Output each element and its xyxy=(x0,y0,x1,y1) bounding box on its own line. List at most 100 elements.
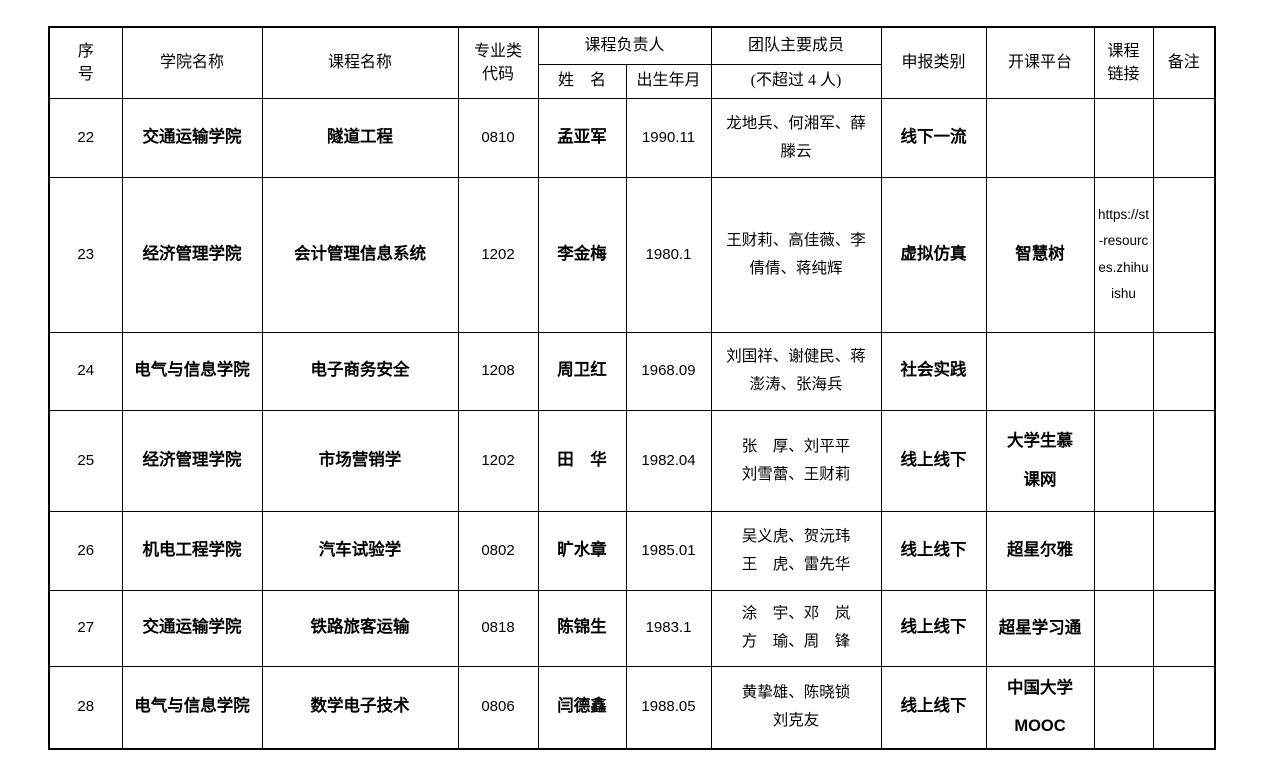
cell-course: 电子商务安全 xyxy=(261,331,459,411)
cell-leader-name: 旷水章 xyxy=(537,510,627,591)
cell-major-code: 0806 xyxy=(457,665,539,750)
cell-team-members: 龙地兵、何湘军、薛 滕云 xyxy=(710,97,882,178)
header-platform: 开课平台 xyxy=(985,26,1095,99)
cell-team-members: 张 厚、刘平平 刘雪蕾、王财莉 xyxy=(710,409,882,512)
cell-remark xyxy=(1152,176,1216,333)
table-row: 24 电气与信息学院 电子商务安全 1208 周卫红 1968.09 刘国祥、谢… xyxy=(48,331,1216,411)
cell-leader-name: 孟亚军 xyxy=(537,97,627,178)
cell-seq: 27 xyxy=(48,589,123,667)
cell-remark xyxy=(1152,589,1216,667)
cell-platform: 超星学习通 xyxy=(985,589,1095,667)
header-college: 学院名称 xyxy=(121,26,263,99)
cell-course-link xyxy=(1093,510,1154,591)
cell-leader-name: 田 华 xyxy=(537,409,627,512)
cell-course: 会计管理信息系统 xyxy=(261,176,459,333)
cell-seq: 23 xyxy=(48,176,123,333)
header-leader-name: 姓 名 xyxy=(537,63,627,99)
table-row: 23 经济管理学院 会计管理信息系统 1202 李金梅 1980.1 王财莉、高… xyxy=(48,176,1216,333)
cell-leader-name: 周卫红 xyxy=(537,331,627,411)
cell-major-code: 0802 xyxy=(457,510,539,591)
cell-remark xyxy=(1152,409,1216,512)
header-course: 课程名称 xyxy=(261,26,459,99)
cell-course: 数学电子技术 xyxy=(261,665,459,750)
header-row-top: 序 号 学院名称 课程名称 专业类 代码 课程负责人 团队主要成员 申报类别 开… xyxy=(48,26,1216,99)
cell-platform: 超星尔雅 xyxy=(985,510,1095,591)
cell-college: 电气与信息学院 xyxy=(121,665,263,750)
cell-major-code: 1208 xyxy=(457,331,539,411)
cell-course-link: https://st-resources.zhihuishu xyxy=(1093,176,1154,333)
cell-team-members: 涂 宇、邓 岚 方 瑜、周 锋 xyxy=(710,589,882,667)
cell-course-link xyxy=(1093,665,1154,750)
cell-seq: 25 xyxy=(48,409,123,512)
cell-course-link xyxy=(1093,97,1154,178)
cell-course: 市场营销学 xyxy=(261,409,459,512)
cell-college: 经济管理学院 xyxy=(121,176,263,333)
table-row: 28 电气与信息学院 数学电子技术 0806 闫德鑫 1988.05 黄挚雄、陈… xyxy=(48,665,1216,750)
header-course-leader: 课程负责人 xyxy=(537,26,712,65)
cell-category: 线上线下 xyxy=(880,589,987,667)
cell-college: 电气与信息学院 xyxy=(121,331,263,411)
cell-course-link xyxy=(1093,331,1154,411)
cell-college: 经济管理学院 xyxy=(121,409,263,512)
cell-leader-birth: 1980.1 xyxy=(625,176,712,333)
cell-category: 社会实践 xyxy=(880,331,987,411)
cell-team-members: 刘国祥、谢健民、蒋 澎涛、张海兵 xyxy=(710,331,882,411)
header-seq: 序 号 xyxy=(48,26,123,99)
cell-leader-birth: 1988.05 xyxy=(625,665,712,750)
cell-category: 线上线下 xyxy=(880,665,987,750)
cell-team-members: 吴义虎、贺沅玮 王 虎、雷先华 xyxy=(710,510,882,591)
cell-category: 线上线下 xyxy=(880,409,987,512)
document-page: 序 号 学院名称 课程名称 专业类 代码 课程负责人 团队主要成员 申报类别 开… xyxy=(48,26,1217,751)
header-category: 申报类别 xyxy=(880,26,987,99)
header-team-note: (不超过 4 人) xyxy=(710,63,882,99)
cell-leader-name: 陈锦生 xyxy=(537,589,627,667)
table-row: 26 机电工程学院 汽车试验学 0802 旷水章 1985.01 吴义虎、贺沅玮… xyxy=(48,510,1216,591)
cell-category: 线下一流 xyxy=(880,97,987,178)
cell-course: 汽车试验学 xyxy=(261,510,459,591)
cell-college: 交通运输学院 xyxy=(121,589,263,667)
cell-remark xyxy=(1152,97,1216,178)
cell-course-link xyxy=(1093,409,1154,512)
header-major-code: 专业类 代码 xyxy=(457,26,539,99)
cell-leader-name: 闫德鑫 xyxy=(537,665,627,750)
cell-platform xyxy=(985,97,1095,178)
header-team-title: 团队主要成员 xyxy=(710,26,882,65)
cell-team-members: 王财莉、高佳薇、李 倩倩、蒋纯辉 xyxy=(710,176,882,333)
cell-leader-birth: 1990.11 xyxy=(625,97,712,178)
cell-platform: 智慧树 xyxy=(985,176,1095,333)
cell-major-code: 1202 xyxy=(457,409,539,512)
cell-course: 铁路旅客运输 xyxy=(261,589,459,667)
cell-remark xyxy=(1152,331,1216,411)
cell-platform: 大学生慕 课网 xyxy=(985,409,1095,512)
cell-course-link xyxy=(1093,589,1154,667)
cell-seq: 22 xyxy=(48,97,123,178)
cell-seq: 26 xyxy=(48,510,123,591)
cell-platform: 中国大学 MOOC xyxy=(985,665,1095,750)
cell-leader-birth: 1968.09 xyxy=(625,331,712,411)
cell-leader-birth: 1983.1 xyxy=(625,589,712,667)
cell-category: 虚拟仿真 xyxy=(880,176,987,333)
header-remark: 备注 xyxy=(1152,26,1216,99)
cell-college: 交通运输学院 xyxy=(121,97,263,178)
header-row-sub: 姓 名 出生年月 (不超过 4 人) xyxy=(49,63,1215,99)
cell-leader-birth: 1982.04 xyxy=(625,409,712,512)
cell-category: 线上线下 xyxy=(880,510,987,591)
cell-remark xyxy=(1152,665,1216,750)
cell-college: 机电工程学院 xyxy=(121,510,263,591)
cell-seq: 28 xyxy=(48,665,123,750)
cell-leader-name: 李金梅 xyxy=(537,176,627,333)
cell-major-code: 0818 xyxy=(457,589,539,667)
cell-course: 隧道工程 xyxy=(261,97,459,178)
course-application-table: 序 号 学院名称 课程名称 专业类 代码 课程负责人 团队主要成员 申报类别 开… xyxy=(48,26,1217,751)
header-leader-birth: 出生年月 xyxy=(625,63,712,99)
cell-remark xyxy=(1152,510,1216,591)
table-row: 22 交通运输学院 隧道工程 0810 孟亚军 1990.11 龙地兵、何湘军、… xyxy=(48,97,1216,178)
cell-platform xyxy=(985,331,1095,411)
cell-major-code: 1202 xyxy=(457,176,539,333)
cell-seq: 24 xyxy=(48,331,123,411)
header-course-link: 课程 链接 xyxy=(1093,26,1154,99)
table-row: 27 交通运输学院 铁路旅客运输 0818 陈锦生 1983.1 涂 宇、邓 岚… xyxy=(48,589,1216,667)
cell-team-members: 黄挚雄、陈晓锁 刘克友 xyxy=(710,665,882,750)
cell-major-code: 0810 xyxy=(457,97,539,178)
cell-leader-birth: 1985.01 xyxy=(625,510,712,591)
